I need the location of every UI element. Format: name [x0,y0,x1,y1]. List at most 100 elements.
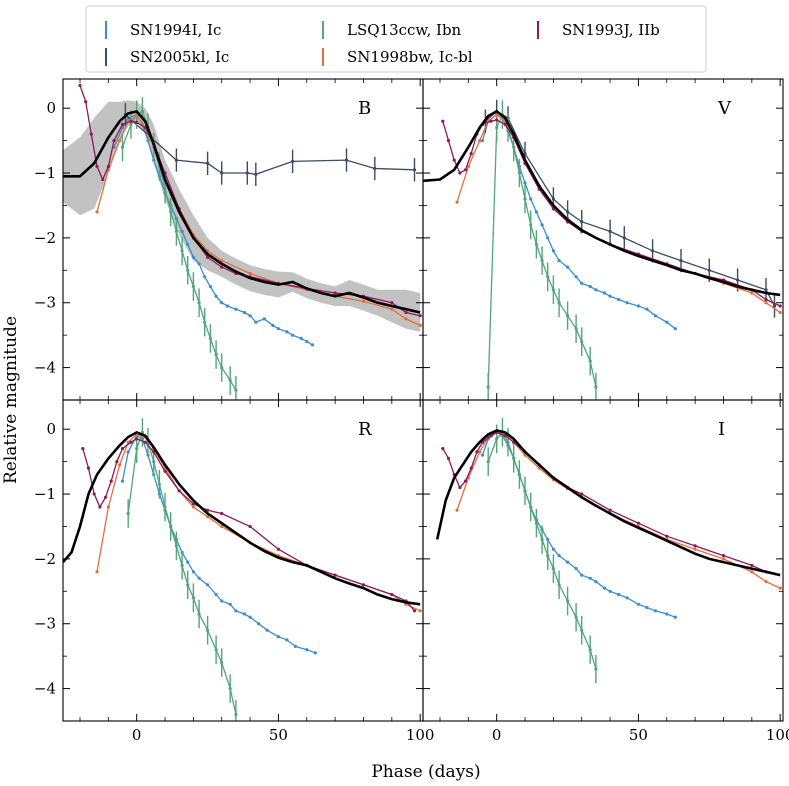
data-point [220,524,224,529]
data-point [333,291,337,295]
series-line-sn1994i-ic [481,431,676,618]
data-point [234,609,238,613]
data-point [557,554,561,558]
x-tick-label: 0 [132,726,142,744]
data-point [446,456,451,460]
y-tick-label: −3 [34,294,56,312]
data-point [665,320,669,324]
y-tick-label: −2 [34,550,56,568]
data-point [580,573,584,577]
data-point [84,100,88,104]
data-point [89,132,93,136]
data-point [106,505,110,509]
data-point [458,485,462,490]
data-point [778,586,782,590]
series-lsq13ccw-ibn [486,100,598,400]
data-point [206,515,210,519]
data-point [480,139,485,143]
data-point [310,343,314,347]
data-point [546,537,550,542]
data-point [673,327,677,331]
data-point [617,592,621,597]
data-point [191,502,195,506]
data-point [778,310,782,315]
data-point [120,447,125,451]
legend-label-sn2005kl-ic: SN2005kl, Ic [130,48,229,66]
data-point [120,479,125,483]
data-point [721,557,726,561]
data-point [135,437,139,441]
panel-I: 0 50 100 I [422,399,789,744]
data-point [404,310,408,315]
data-point [588,284,592,289]
data-point [197,262,201,266]
data-point [242,310,246,315]
data-point [764,301,768,305]
data-point [163,469,167,473]
data-point [446,139,451,143]
data-point [305,648,309,652]
series-line-sn2005kl-ic [124,114,415,175]
data-point [92,492,96,496]
data-point [106,164,110,169]
data-point [778,304,782,308]
data-point [390,307,394,311]
series-line-sn1994i-ic [481,113,676,330]
legend-label-sn1993j-iib: SN1993J, IIb [562,21,660,39]
data-point [285,638,289,642]
data-point [475,450,479,454]
data-point [602,586,607,590]
series-sn1994i-ic [480,113,677,331]
y-tick-label: −4 [34,680,56,698]
data-point [265,628,269,632]
data-point [418,609,422,613]
data-point [602,291,607,295]
plot-area-I [435,418,782,684]
series-line-sn1994i-ic [113,113,313,346]
data-point [220,511,224,516]
data-point [262,317,266,321]
data-point [551,547,556,551]
panel-B: 0 −1 −2 −3 −4 B [34,78,424,401]
data-point [452,158,456,162]
data-point [636,602,641,606]
plot-area-V [423,99,782,400]
series-line-sn1998bw-ic-bl [96,115,421,326]
data-point [313,651,317,655]
data-point [95,570,99,574]
plot-area-B [63,83,422,400]
data-point [129,440,133,444]
data-point [248,524,252,529]
data-point [653,314,658,318]
data-point [191,570,195,574]
data-point [469,152,473,156]
data-point [645,605,649,610]
data-point [120,122,125,126]
series-sn1993j-iib [441,430,768,574]
data-point [523,181,527,185]
data-point [291,333,295,337]
data-point [441,119,445,123]
data-point [115,460,119,464]
data-point [546,236,550,240]
data-point [580,281,584,285]
template-mean-line [63,430,421,606]
data-point [118,139,122,143]
data-point [653,609,658,613]
data-point [248,271,252,276]
data-point [228,602,232,606]
data-point [455,508,459,512]
data-point [197,576,201,580]
data-point [214,592,218,597]
series-sn1993j-iib [81,437,417,613]
band-label-B: B [358,98,371,119]
data-point [645,307,649,311]
data-point [594,288,598,292]
data-point [503,122,507,126]
data-point [463,168,468,172]
series-sn1993j-iib [78,83,422,318]
data-point [180,229,184,233]
data-point [109,479,113,483]
template-mean-line [423,109,781,297]
